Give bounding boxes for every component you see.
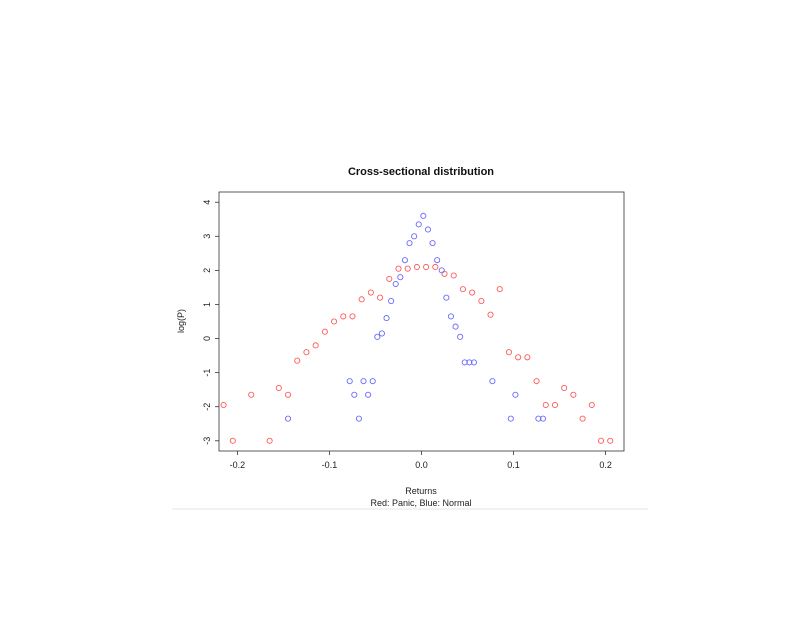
data-point-normal	[429, 240, 436, 247]
data-point-panic	[266, 437, 273, 444]
data-point-normal	[365, 391, 372, 398]
data-point-panic	[551, 401, 559, 409]
data-point-panic	[367, 289, 374, 296]
data-point-normal	[351, 391, 358, 398]
y-tick-label: 1	[202, 302, 212, 307]
y-axis: -3 -2 -1 0 1 2 3 4	[202, 200, 219, 445]
y-tick-label: -1	[202, 369, 212, 377]
x-tick-label: 0.1	[507, 460, 520, 470]
data-point-normal	[355, 415, 362, 422]
data-point-panic	[505, 349, 512, 356]
y-tick-label: 3	[202, 234, 212, 239]
data-point-normal	[466, 359, 473, 366]
x-tick-label: 0.0	[415, 460, 428, 470]
data-point-normal	[470, 359, 478, 366]
data-point-panic	[229, 437, 236, 444]
plot-frame	[218, 191, 625, 452]
data-point-panic	[294, 357, 301, 364]
data-points	[220, 212, 614, 444]
data-point-normal	[489, 378, 496, 385]
x-tick-label: -0.1	[322, 460, 338, 470]
data-point-panic	[478, 298, 485, 305]
data-point-normal	[434, 257, 441, 264]
data-point-panic	[588, 401, 595, 409]
series-panic	[220, 263, 614, 444]
series-normal	[284, 212, 547, 422]
data-point-normal	[424, 226, 431, 233]
y-tick-label: 0	[202, 336, 212, 341]
data-point-panic	[432, 263, 439, 271]
data-point-normal	[360, 378, 367, 385]
data-point-panic	[303, 349, 310, 356]
y-tick-label: 4	[202, 200, 212, 205]
data-point-panic	[524, 354, 531, 361]
data-point-normal	[461, 359, 468, 366]
x-tick-label: 0.2	[599, 460, 612, 470]
data-point-panic	[515, 354, 522, 361]
data-point-panic	[358, 296, 365, 303]
data-point-panic	[321, 328, 328, 335]
data-point-normal	[397, 274, 404, 281]
data-point-normal	[415, 221, 422, 228]
data-point-panic	[487, 311, 494, 318]
data-point-panic	[275, 384, 282, 392]
data-point-normal	[392, 280, 399, 288]
data-point-normal	[388, 298, 395, 305]
data-point-panic	[607, 437, 614, 444]
chart-title: Cross-sectional distribution	[348, 166, 494, 178]
data-point-panic	[597, 437, 605, 444]
data-point-normal	[447, 313, 455, 320]
data-point-panic	[220, 401, 227, 409]
data-point-panic	[386, 275, 393, 282]
chart-subtitle: Red: Panic, Blue: Normal	[370, 498, 471, 508]
x-axis: -0.2 -0.1 0.0 0.1 0.2	[230, 451, 612, 470]
data-point-panic	[450, 272, 457, 279]
data-point-normal	[535, 415, 542, 422]
data-point-panic	[395, 265, 402, 272]
data-point-normal	[378, 330, 385, 337]
data-point-panic	[331, 318, 338, 325]
data-point-normal	[507, 415, 514, 422]
data-point-panic	[404, 265, 411, 272]
data-point-panic	[377, 294, 384, 301]
data-point-normal	[457, 333, 464, 340]
data-point-panic	[340, 313, 347, 320]
data-point-normal	[438, 267, 445, 274]
y-axis-title: log(P)	[176, 309, 186, 333]
data-point-panic	[312, 342, 319, 349]
data-point-panic	[496, 286, 503, 293]
data-point-normal	[443, 294, 450, 301]
data-point-normal	[346, 378, 353, 385]
data-point-panic	[533, 378, 540, 385]
data-point-panic	[441, 270, 448, 277]
data-point-panic	[413, 263, 420, 271]
y-tick-label: 2	[202, 268, 212, 273]
data-point-normal	[406, 240, 413, 247]
data-point-normal	[452, 323, 459, 330]
data-point-normal	[420, 212, 427, 219]
y-tick-label: -3	[202, 437, 212, 445]
data-point-normal	[401, 257, 408, 264]
data-point-panic	[570, 391, 577, 398]
data-point-panic	[248, 391, 255, 398]
data-point-panic	[469, 289, 476, 296]
data-point-panic	[349, 313, 356, 320]
data-point-normal	[284, 415, 292, 422]
data-point-panic	[542, 401, 549, 409]
data-point-normal	[374, 333, 381, 340]
data-point-normal	[411, 233, 418, 240]
data-point-panic	[561, 384, 568, 392]
data-point-panic	[284, 391, 292, 398]
data-point-panic	[459, 286, 466, 293]
x-axis-title: Returns	[405, 486, 437, 496]
data-point-normal	[383, 315, 390, 322]
x-tick-label: -0.2	[230, 460, 246, 470]
data-point-normal	[539, 415, 547, 422]
data-point-normal	[512, 391, 519, 398]
data-point-panic	[579, 415, 586, 422]
y-tick-label: -2	[202, 403, 212, 411]
data-point-normal	[369, 378, 376, 385]
data-point-panic	[423, 263, 430, 271]
